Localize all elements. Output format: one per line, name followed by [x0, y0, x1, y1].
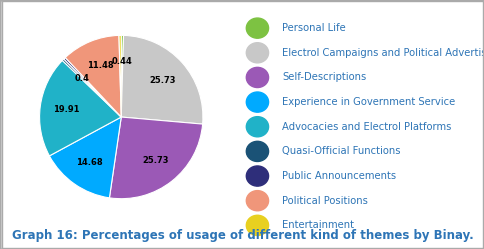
- Circle shape: [246, 215, 268, 236]
- Text: Electrol Campaigns and Political Advertisements: Electrol Campaigns and Political Adverti…: [282, 48, 484, 58]
- Text: Experience in Government Service: Experience in Government Service: [282, 97, 454, 107]
- Wedge shape: [109, 117, 202, 199]
- Circle shape: [246, 117, 268, 137]
- Text: Self-Descriptions: Self-Descriptions: [282, 72, 366, 82]
- Wedge shape: [119, 35, 121, 117]
- Text: 19.91: 19.91: [53, 105, 79, 114]
- Circle shape: [246, 166, 268, 186]
- Wedge shape: [49, 117, 121, 198]
- Text: Graph 16: Percentages of usage of different kind of themes by Binay.: Graph 16: Percentages of usage of differ…: [12, 229, 472, 242]
- Text: 14.68: 14.68: [76, 158, 103, 167]
- Text: Political Positions: Political Positions: [282, 196, 367, 206]
- Wedge shape: [64, 58, 121, 117]
- Text: 11.48: 11.48: [87, 61, 113, 70]
- Text: Advocacies and Electrol Platforms: Advocacies and Electrol Platforms: [282, 122, 451, 132]
- Circle shape: [246, 18, 268, 38]
- Text: Quasi-Official Functions: Quasi-Official Functions: [282, 146, 400, 156]
- Wedge shape: [65, 35, 121, 117]
- Wedge shape: [62, 59, 121, 117]
- Wedge shape: [121, 35, 123, 117]
- Text: Public Announcements: Public Announcements: [282, 171, 395, 181]
- Text: 0.4: 0.4: [74, 73, 89, 83]
- Text: 25.73: 25.73: [142, 156, 168, 165]
- Circle shape: [246, 43, 268, 63]
- Text: Entertainment: Entertainment: [282, 220, 353, 230]
- Text: Personal Life: Personal Life: [282, 23, 345, 33]
- Circle shape: [246, 141, 268, 161]
- Circle shape: [246, 191, 268, 211]
- Wedge shape: [121, 35, 202, 124]
- Circle shape: [246, 67, 268, 87]
- Wedge shape: [40, 61, 121, 156]
- Circle shape: [246, 92, 268, 112]
- Text: 0.44: 0.44: [111, 57, 132, 66]
- Text: 25.73: 25.73: [149, 75, 176, 85]
